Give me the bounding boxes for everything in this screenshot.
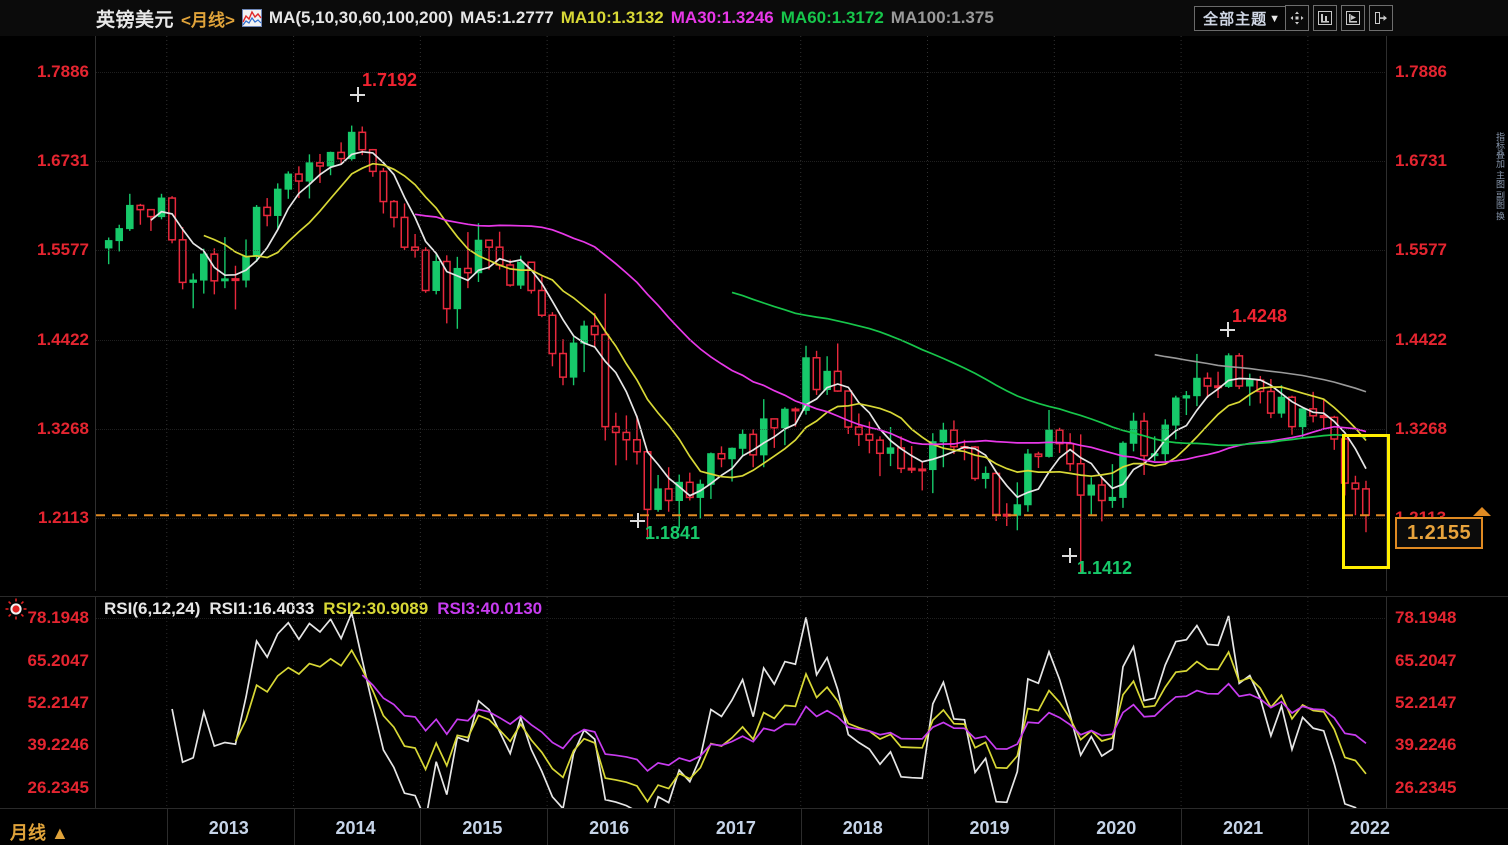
right-side-strip[interactable]: 指标叠加 主图 副图 换 [1495, 36, 1508, 596]
time-axis-separator [927, 809, 929, 845]
chart-header-legend: 英镑美元 <月线> MA(5,10,30,60,100,200) MA5:1.2… [96, 0, 994, 36]
rsi-axis-right-tick: 78.1948 [1395, 608, 1457, 628]
rsi-axis-right-tick: 52.2147 [1395, 693, 1457, 712]
time-axis-separator [166, 809, 168, 845]
selection-highlight-box[interactable] [1341, 434, 1390, 569]
time-axis-separator [1307, 809, 1309, 845]
rsi-params-label: RSI(6,12,24) [104, 599, 201, 618]
grid-line [96, 518, 1385, 520]
high-label-1: 1.7192 [362, 70, 418, 90]
price-axis-right-tick: 1.4422 [1395, 329, 1447, 349]
theme-dropdown-button[interactable]: 全部主题 ▼ [1194, 6, 1290, 31]
time-axis-separator [673, 809, 675, 845]
time-axis-year-label: 2021 [1223, 818, 1264, 838]
extreme-marker-icon [1062, 548, 1077, 563]
price-axis-left[interactable]: 1.7886 1.6731 1.5577 1.4422 1.3268 1.2113 [0, 36, 96, 591]
chart-header-bar: 英镑美元 <月线> MA(5,10,30,60,100,200) MA5:1.2… [0, 0, 1508, 37]
price-axis-right-tick: 1.5577 [1395, 240, 1447, 260]
price-axis-left-tick: 1.3268 [37, 419, 89, 439]
rsi-axis-left-tick: 78.1948 [27, 608, 89, 628]
rsi-plot-area[interactable] [96, 597, 1385, 809]
symbol-period: <月线> [181, 10, 235, 30]
time-axis-separator [1181, 809, 1183, 845]
ma10-value: MA10:1.3132 [560, 8, 664, 27]
low-label-1: 1.1841 [645, 523, 701, 543]
rsi-axis-left-tick: 39.2246 [27, 735, 89, 755]
time-axis-year-label: 2015 [462, 818, 503, 838]
ma30-value: MA30:1.3246 [670, 8, 774, 27]
ma-chart-icon[interactable] [241, 9, 262, 27]
ma60-value: MA60:1.3172 [780, 8, 884, 27]
price-axis-right-tick: 1.7886 [1395, 61, 1447, 81]
rsi-indicator-pane[interactable]: RSI(6,12,24) RSI1:16.4033 RSI2:30.9089 R… [0, 596, 1508, 809]
rsi-axis-right-tick: 65.2047 [1395, 650, 1457, 670]
ma-params-label: MA(5,10,30,60,100,200) [268, 8, 454, 27]
time-axis-year-label: 2013 [208, 818, 249, 838]
symbol-name: 英镑美元 [96, 9, 175, 31]
time-axis-year-label: 2017 [715, 818, 756, 838]
rsi-axis-left-tick: 52.2147 [27, 693, 89, 712]
period-toggle-label[interactable]: 月线 ▲ [10, 823, 69, 843]
price-axis-left-tick: 1.7886 [37, 61, 89, 81]
rsi-axis-right[interactable]: 78.1948 65.2047 52.2147 39.2246 26.2345 [1386, 597, 1508, 809]
rsi-axis-right-tick: 26.2345 [1395, 777, 1457, 797]
rsi1-value: RSI1:16.4033 [209, 599, 315, 618]
rsi-lines-svg [166, 597, 1367, 809]
time-axis-separator [800, 809, 802, 845]
time-axis-year-label: 2020 [1096, 818, 1137, 838]
theme-dropdown-label: 全部主题 [1203, 11, 1268, 28]
move-crosshair-icon[interactable] [1285, 5, 1309, 31]
price-plot-area[interactable] [96, 36, 1385, 591]
chart-toolbar [1285, 5, 1393, 31]
grid-line [96, 618, 1385, 620]
extreme-marker-icon [630, 513, 645, 528]
time-axis-separator [420, 809, 422, 845]
grid-line [96, 339, 1385, 341]
rsi-axis-right-tick: 39.2246 [1395, 735, 1457, 755]
time-axis-year-label: 2016 [589, 818, 630, 838]
rsi-axis-left-tick: 26.2345 [27, 777, 89, 797]
grid-line [96, 161, 1385, 163]
ma5-value: MA5:1.2777 [460, 8, 554, 27]
grid-line [96, 429, 1385, 431]
price-axis-right-tick: 1.3268 [1395, 419, 1447, 439]
price-chart-pane[interactable]: 1.7886 1.6731 1.5577 1.4422 1.3268 1.2113 1.7… [0, 36, 1508, 591]
extreme-marker-icon [350, 87, 365, 102]
exit-arrow-icon[interactable] [1369, 5, 1393, 31]
high-label-2: 1.4248 [1232, 306, 1288, 326]
rsi-axis-left-tick: 65.2047 [27, 650, 89, 670]
time-axis[interactable]: 月线 ▲ 2013 2014 2015 2016 2017 2018 2019 2020 202… [0, 808, 1508, 845]
grid-line [96, 250, 1385, 252]
low-label-2: 1.1412 [1077, 558, 1133, 578]
time-axis-separator [1054, 809, 1056, 845]
side-strip-label: 指标叠加 主图 副图 换 [1495, 132, 1505, 221]
time-axis-separator [293, 809, 295, 845]
price-axis-left-tick: 1.5577 [37, 240, 89, 260]
time-axis-separator [547, 809, 549, 845]
price-axis-right-tick: 1.6731 [1395, 151, 1447, 171]
price-tag-arrow-icon [1473, 507, 1491, 517]
time-axis-year-label: 2019 [969, 818, 1010, 838]
time-axis-year-label: 2014 [335, 818, 376, 838]
extreme-marker-icon [1220, 322, 1235, 337]
rsi-axis-left[interactable]: 78.1948 65.2047 52.2147 39.2246 26.2345 [0, 597, 96, 809]
align-left-axis-icon[interactable] [1313, 5, 1337, 31]
grid-line [96, 71, 1385, 73]
rsi2-value: RSI2:30.9089 [323, 599, 429, 618]
time-axis-year-label: 2018 [842, 818, 883, 838]
price-axis-left-tick: 1.2113 [37, 508, 89, 528]
align-right-axis-icon[interactable] [1341, 5, 1365, 31]
price-axis-left-tick: 1.4422 [37, 329, 89, 349]
chevron-down-icon: ▼ [1269, 12, 1281, 25]
price-axis-left-tick: 1.6731 [37, 151, 89, 171]
last-price-tag[interactable]: 1.2155 [1395, 517, 1484, 550]
rsi3-value: RSI3:40.0130 [437, 599, 543, 618]
price-candlestick-svg [96, 36, 1385, 591]
rsi-legend: RSI(6,12,24) RSI1:16.4033 RSI2:30.9089 R… [104, 599, 542, 619]
record-dot-icon[interactable] [5, 598, 27, 620]
ma100-value: MA100:1.375 [890, 8, 994, 27]
time-axis-year-label: 2022 [1349, 818, 1390, 838]
